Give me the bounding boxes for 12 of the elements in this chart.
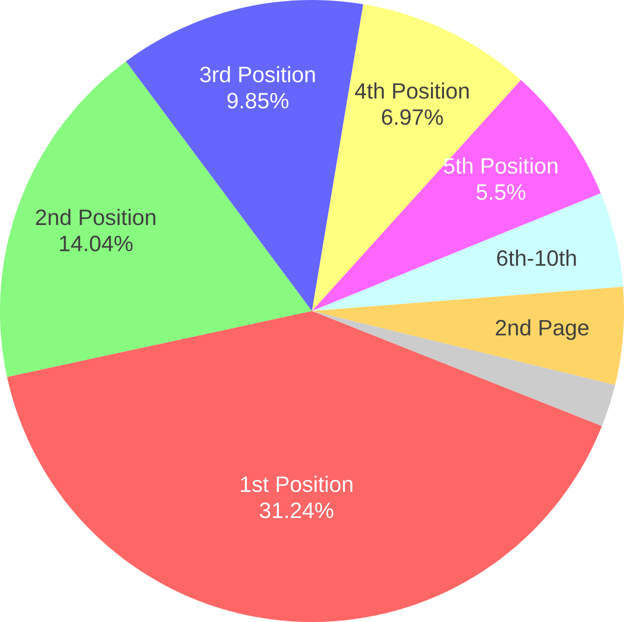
data-label: 6.97% (382, 109, 443, 125)
data-label: 9.85% (227, 92, 288, 108)
slice-label: 4th Position (354, 82, 469, 99)
data-label: 5.5% (476, 184, 526, 200)
slice-label: 2nd Position (36, 208, 156, 226)
slice-label: 1st Position (241, 476, 352, 492)
slice-label: 3rd Position (200, 66, 315, 82)
slice-label: 2nd Page (496, 319, 589, 340)
slice-label: 6th-10th (497, 250, 576, 266)
slice-label: 5th Position (444, 157, 558, 174)
data-label: 14.04% (60, 236, 133, 252)
data-label: 31.24% (260, 502, 334, 518)
